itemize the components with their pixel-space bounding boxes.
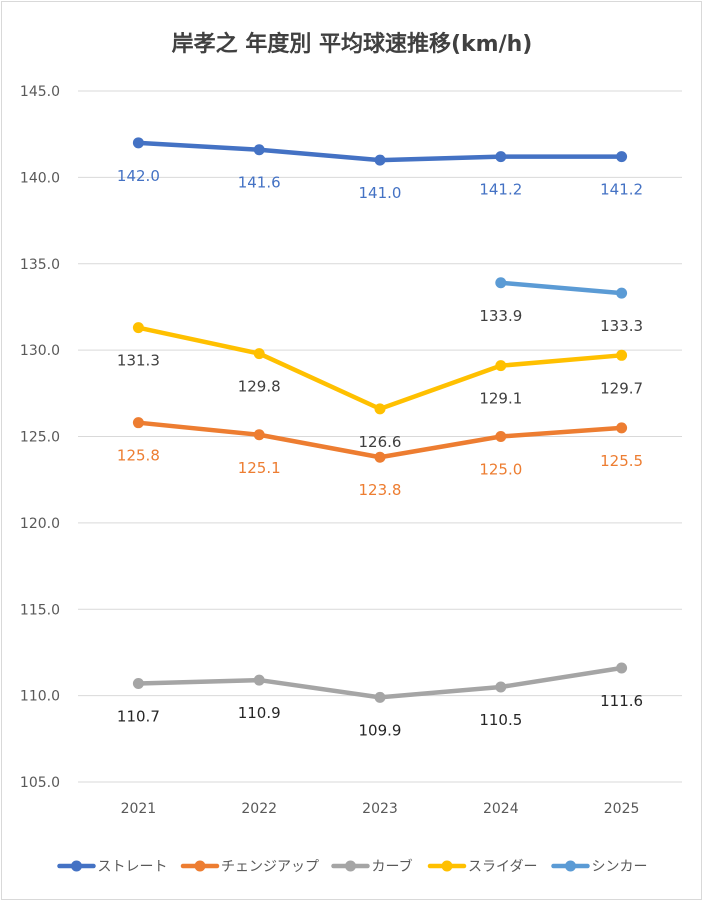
x-tick-label: 2021 (121, 801, 157, 817)
data-label: 133.3 (600, 317, 643, 335)
data-point (132, 417, 144, 429)
data-point (132, 322, 144, 334)
y-tick-label: 130.0 (20, 343, 60, 359)
series-2 (132, 417, 628, 463)
data-label: 141.6 (238, 174, 281, 192)
data-label: 133.9 (479, 307, 522, 325)
data-point (374, 154, 386, 166)
data-point (616, 349, 628, 361)
series-1 (132, 137, 628, 166)
data-point (495, 277, 507, 289)
data-point (132, 678, 144, 690)
y-tick-label: 115.0 (20, 602, 60, 618)
series-line (136, 325, 624, 412)
data-label: 129.1 (479, 390, 522, 408)
data-point (616, 151, 628, 163)
series-5 (495, 277, 628, 299)
legend-item: ストレート (57, 859, 168, 875)
legend-label: カーブ (372, 858, 413, 875)
data-point (374, 403, 386, 415)
y-tick-label: 110.0 (20, 689, 60, 705)
legend-label: シンカー (592, 859, 648, 875)
data-label: 111.6 (600, 692, 643, 710)
gridlines (78, 90, 682, 783)
data-point (616, 662, 628, 674)
data-label: 125.0 (479, 461, 522, 479)
legend-label: ストレート (98, 859, 168, 875)
data-label: 129.7 (600, 379, 643, 397)
data-labels: 142.0 141.6 141.0 141.2 141.2 125.8 125.1 123.8… (117, 167, 643, 740)
x-tick-label: 2022 (241, 801, 277, 817)
data-point (253, 674, 265, 686)
data-point (495, 360, 507, 372)
data-point (132, 137, 144, 149)
data-label: 123.8 (359, 481, 402, 499)
series-line (498, 280, 624, 296)
data-label: 125.1 (238, 459, 281, 477)
data-point (253, 429, 265, 441)
data-label: 131.3 (117, 352, 160, 370)
legend: ストレート チェンジアップ カーブ スライダー シンカー (57, 858, 648, 875)
data-label: 109.9 (359, 721, 402, 739)
data-label: 129.8 (238, 378, 281, 396)
legend-swatch-marker (345, 860, 356, 872)
legend-item: スライダー (427, 859, 537, 875)
data-point (253, 144, 265, 156)
data-label: 110.9 (238, 704, 281, 722)
series-group (132, 137, 628, 703)
legend-label: スライダー (468, 859, 537, 875)
data-point (374, 451, 386, 463)
data-point (495, 681, 507, 693)
legend-swatch-marker (441, 860, 453, 872)
y-tick-label: 105.0 (20, 775, 60, 791)
series-3 (132, 662, 628, 703)
data-label: 125.5 (600, 452, 643, 470)
series-4 (132, 322, 628, 415)
data-label: 110.7 (117, 708, 160, 726)
y-tick-label: 145.0 (20, 84, 60, 100)
data-label: 126.6 (359, 433, 402, 451)
legend-item: カーブ (331, 858, 413, 875)
x-tick-label: 2024 (483, 801, 519, 817)
legend-item: チェンジアップ (180, 859, 319, 875)
data-label: 110.5 (479, 711, 522, 729)
data-point (374, 691, 386, 703)
data-label: 141.2 (600, 181, 643, 199)
y-tick-label: 125.0 (20, 430, 60, 446)
data-point (253, 348, 265, 360)
legend-swatch-marker (565, 860, 576, 872)
chart-title: 岸孝之 年度別 平均球速推移(km/h) (172, 31, 533, 57)
y-tick-label: 120.0 (20, 516, 60, 532)
legend-label: チェンジアップ (221, 859, 319, 875)
x-tick-label: 2025 (604, 801, 640, 817)
data-point (616, 287, 628, 299)
data-point (495, 431, 507, 442)
data-point (616, 422, 628, 434)
y-tick-label: 135.0 (20, 257, 60, 273)
x-tick-label: 2023 (362, 801, 398, 817)
data-label: 142.0 (117, 167, 160, 185)
data-label: 141.2 (479, 181, 522, 199)
axes: 105.0 110.0 115.0 120.0 125.0 130.0 135.0 140.0… (20, 84, 640, 817)
legend-swatch-marker (71, 860, 82, 872)
data-label: 141.0 (359, 184, 402, 202)
legend-swatch-marker (194, 860, 206, 872)
data-point (495, 151, 507, 163)
data-label: 125.8 (117, 447, 160, 465)
y-tick-label: 140.0 (20, 170, 60, 186)
legend-item: シンカー (551, 859, 648, 875)
